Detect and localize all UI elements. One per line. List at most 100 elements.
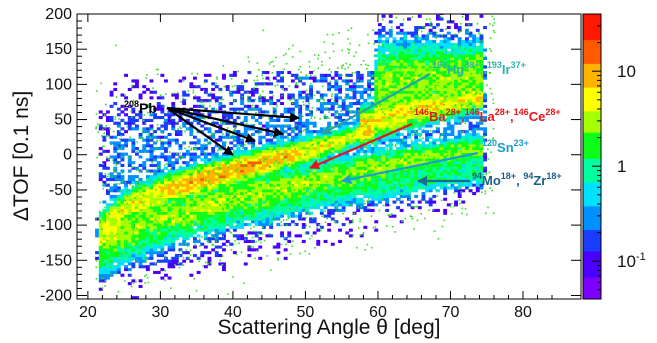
density-cell [319,166,324,170]
density-cell [149,178,154,182]
density-cell [138,93,143,97]
density-cell [381,82,386,86]
density-cell [367,147,371,151]
density-cell [356,121,361,125]
density-cell [196,116,201,120]
density-cell [287,189,292,193]
density-cell [145,200,150,204]
density-cell [131,116,136,120]
density-cell [178,217,183,221]
density-cell [479,121,484,125]
density-cell [236,206,241,210]
density-cell [283,192,288,196]
density-cell [196,183,201,187]
density-cell [145,194,150,198]
density-cell [483,166,487,170]
density-cell [120,225,125,229]
density-cell [193,239,197,243]
density-cell [385,127,390,131]
density-cell [450,155,455,159]
density-cell [290,214,295,218]
density-cell [113,194,118,198]
density-cell [106,220,110,224]
density-cell [407,107,411,111]
density-cell [135,152,139,156]
density-cell [222,158,226,162]
density-cell [171,223,176,227]
density-cell [472,37,477,41]
density-cell [138,116,143,120]
density-cell [265,144,270,148]
density-cell [432,183,437,187]
density-cell [287,231,292,235]
density-cell [388,141,393,145]
density-cell [120,138,125,142]
density-cell [428,65,433,69]
density-cell [457,28,462,32]
density-cell [356,189,361,193]
density-cell [352,93,357,97]
density-cell [457,26,462,30]
density-cell [425,51,429,55]
density-cell [124,183,128,187]
density-cell [468,172,473,176]
density-cell [164,206,168,210]
density-cell [468,51,473,55]
density-cell [312,189,317,193]
density-cell [457,163,462,167]
density-cell [338,203,342,207]
density-cell [348,175,353,179]
density-cell [443,37,448,41]
density-cell [483,152,487,156]
density-cell [439,14,444,15]
density-cell [374,186,379,190]
density-cell [174,138,179,142]
density-cell [421,37,426,41]
density-cell [113,214,118,218]
density-cell [102,161,107,165]
density-cell [236,183,241,187]
density-cell [312,180,317,184]
density-cell [407,93,411,97]
density-speck [146,256,148,259]
density-cell [109,223,114,227]
density-cell [182,220,187,224]
density-cell [131,237,136,241]
density-cell [359,203,364,207]
density-cell [305,121,310,125]
density-cell [193,217,197,221]
density-cell [131,178,136,182]
density-cell [142,223,147,227]
density-cell [106,203,110,207]
density-cell [327,172,332,176]
density-cell [377,169,382,173]
density-cell [367,175,371,179]
density-cell [124,138,128,142]
density-cell [283,158,288,162]
density-cell [443,161,448,165]
density-cell [363,144,368,148]
density-cell [276,200,281,204]
density-cell [327,189,332,193]
density-cell [356,203,361,207]
density-cell [232,166,237,170]
density-cell [454,116,458,120]
density-cell [312,147,317,151]
density-cell [131,194,136,198]
density-cell [207,141,212,145]
density-cell [153,200,157,204]
density-cell [388,127,393,131]
density-cell [319,144,324,148]
density-cell [410,76,415,80]
density-cell [261,186,266,190]
density-cell [468,31,473,35]
density-cell [479,59,484,63]
density-cell [338,197,342,201]
density-cell [403,118,408,122]
density-cell [232,90,237,94]
density-cell [443,147,448,151]
density-cell [479,45,484,49]
density-cell [446,107,451,111]
density-speck [116,145,119,148]
density-cell [356,85,361,89]
